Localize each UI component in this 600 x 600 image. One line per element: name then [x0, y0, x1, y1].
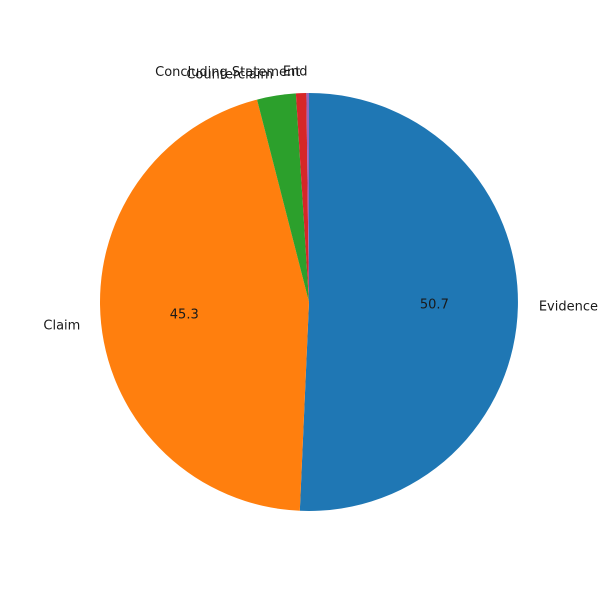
slice-percent-evidence: 50.7	[420, 297, 449, 312]
pie-slice-counterclaim	[257, 93, 309, 302]
pie-slice-evidence	[299, 93, 518, 511]
slice-label-counterclaim: Counterclaim	[186, 67, 273, 82]
slice-label-claim: Claim	[43, 318, 80, 333]
pie-slice-end	[306, 93, 309, 302]
pie-slice-concluding-statement	[295, 93, 309, 303]
slice-percent-claim: 45.3	[170, 307, 199, 322]
slice-label-concluding-statement: Concluding Statement	[155, 65, 300, 80]
pie-slices	[100, 93, 518, 511]
pie-labels: Evidence 50.7 Claim 45.3 CounterclaimConclud…	[43, 65, 598, 334]
slice-label-evidence: Evidence	[539, 300, 598, 315]
pie-slice-claim	[100, 99, 310, 511]
slice-label-end: End	[283, 65, 308, 80]
